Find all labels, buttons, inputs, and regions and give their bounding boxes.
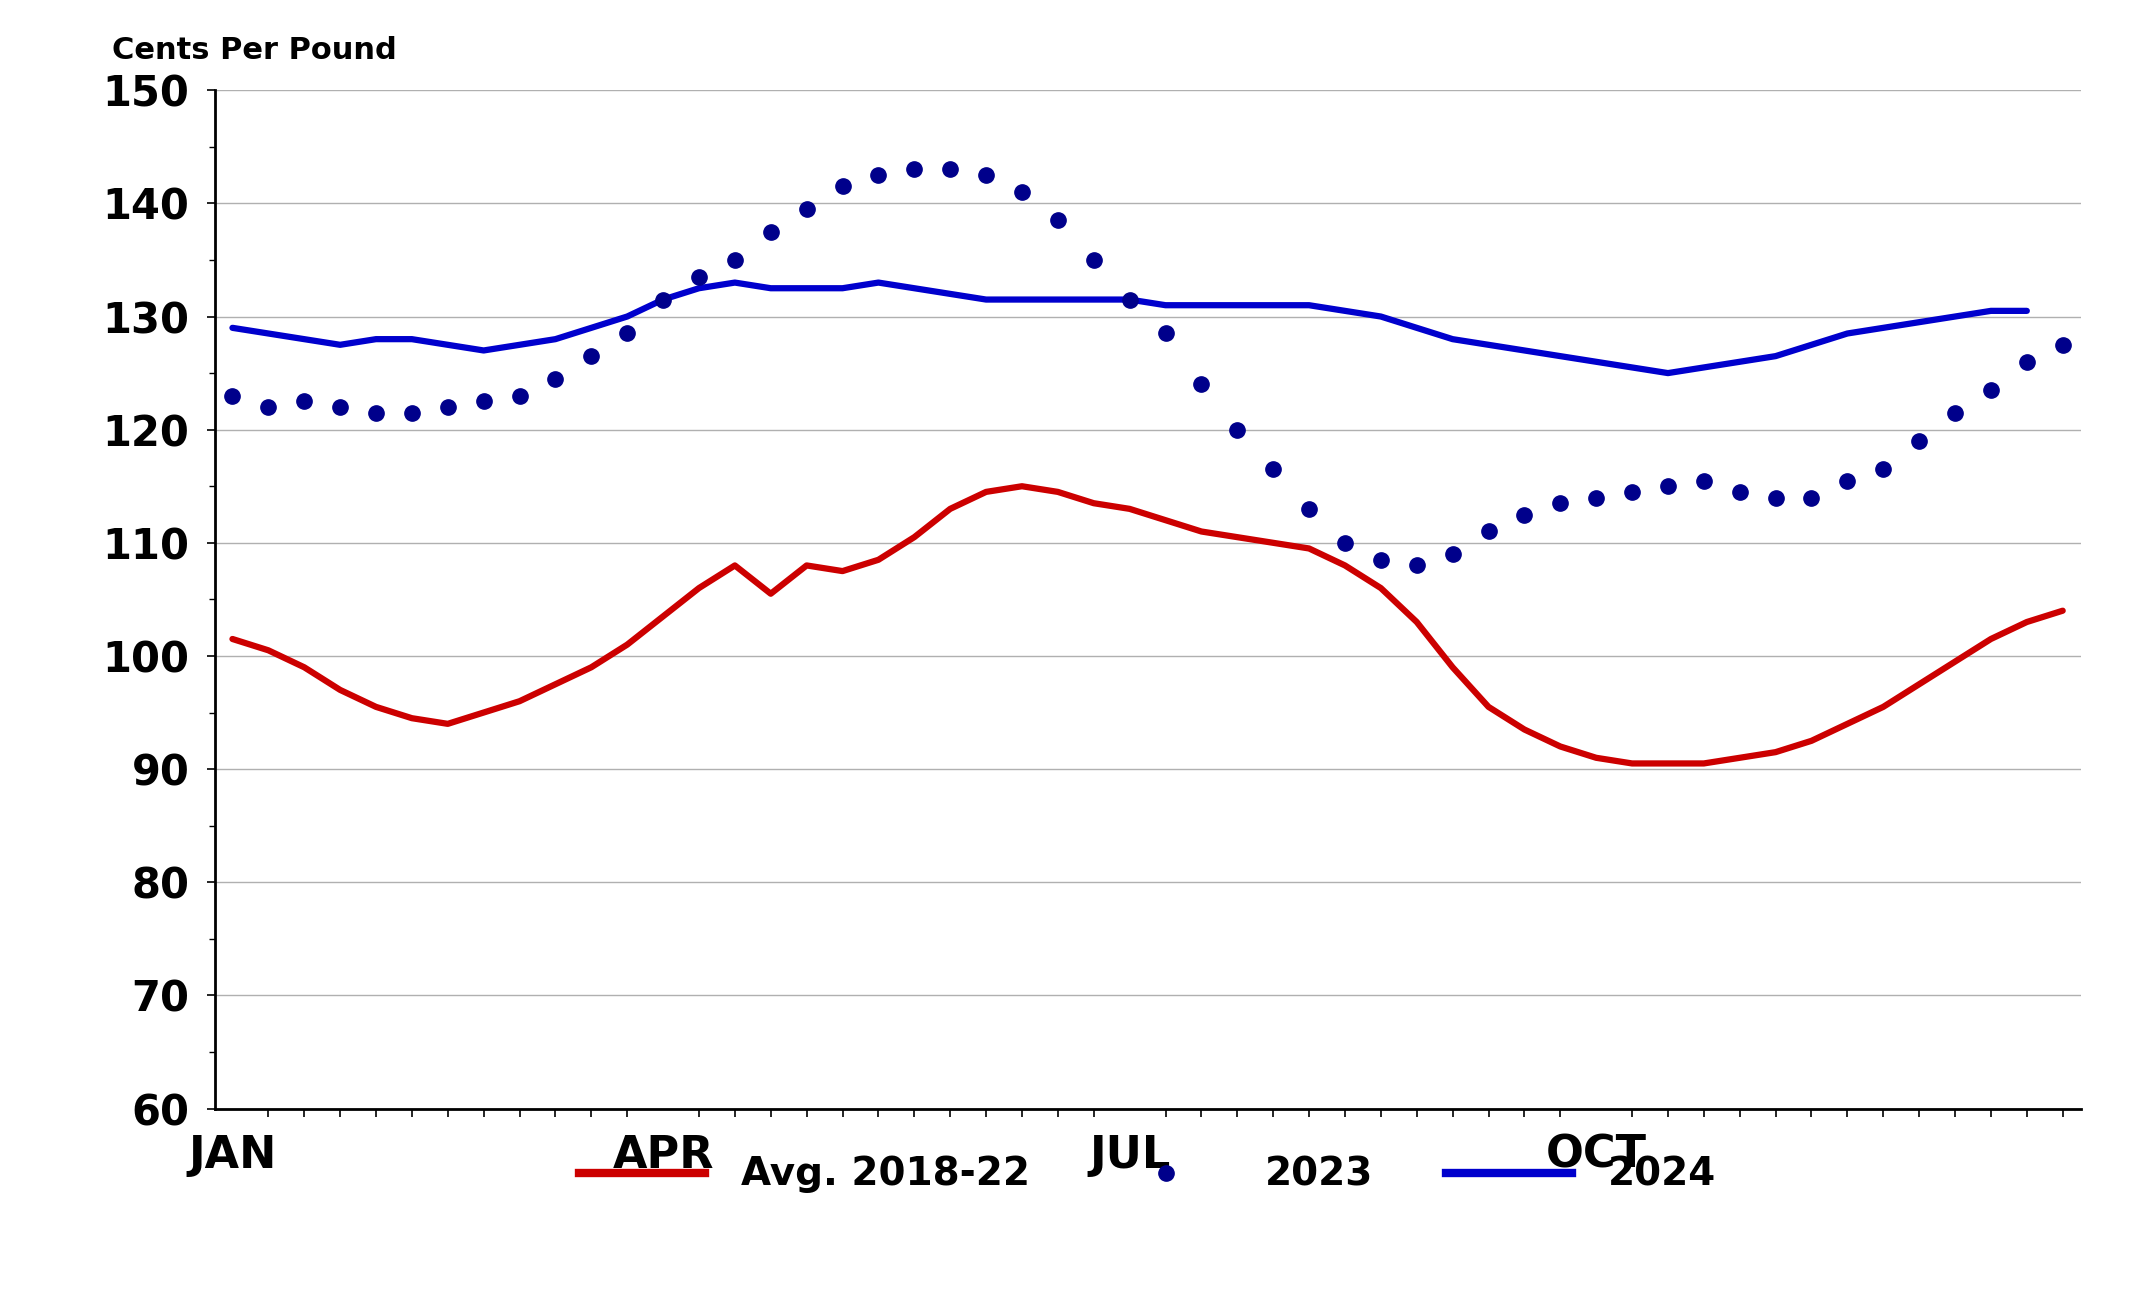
Text: Cents Per Pound: Cents Per Pound [112, 36, 397, 64]
Legend: Avg. 2018-22, 2023, 2024: Avg. 2018-22, 2023, 2024 [564, 1141, 1731, 1208]
